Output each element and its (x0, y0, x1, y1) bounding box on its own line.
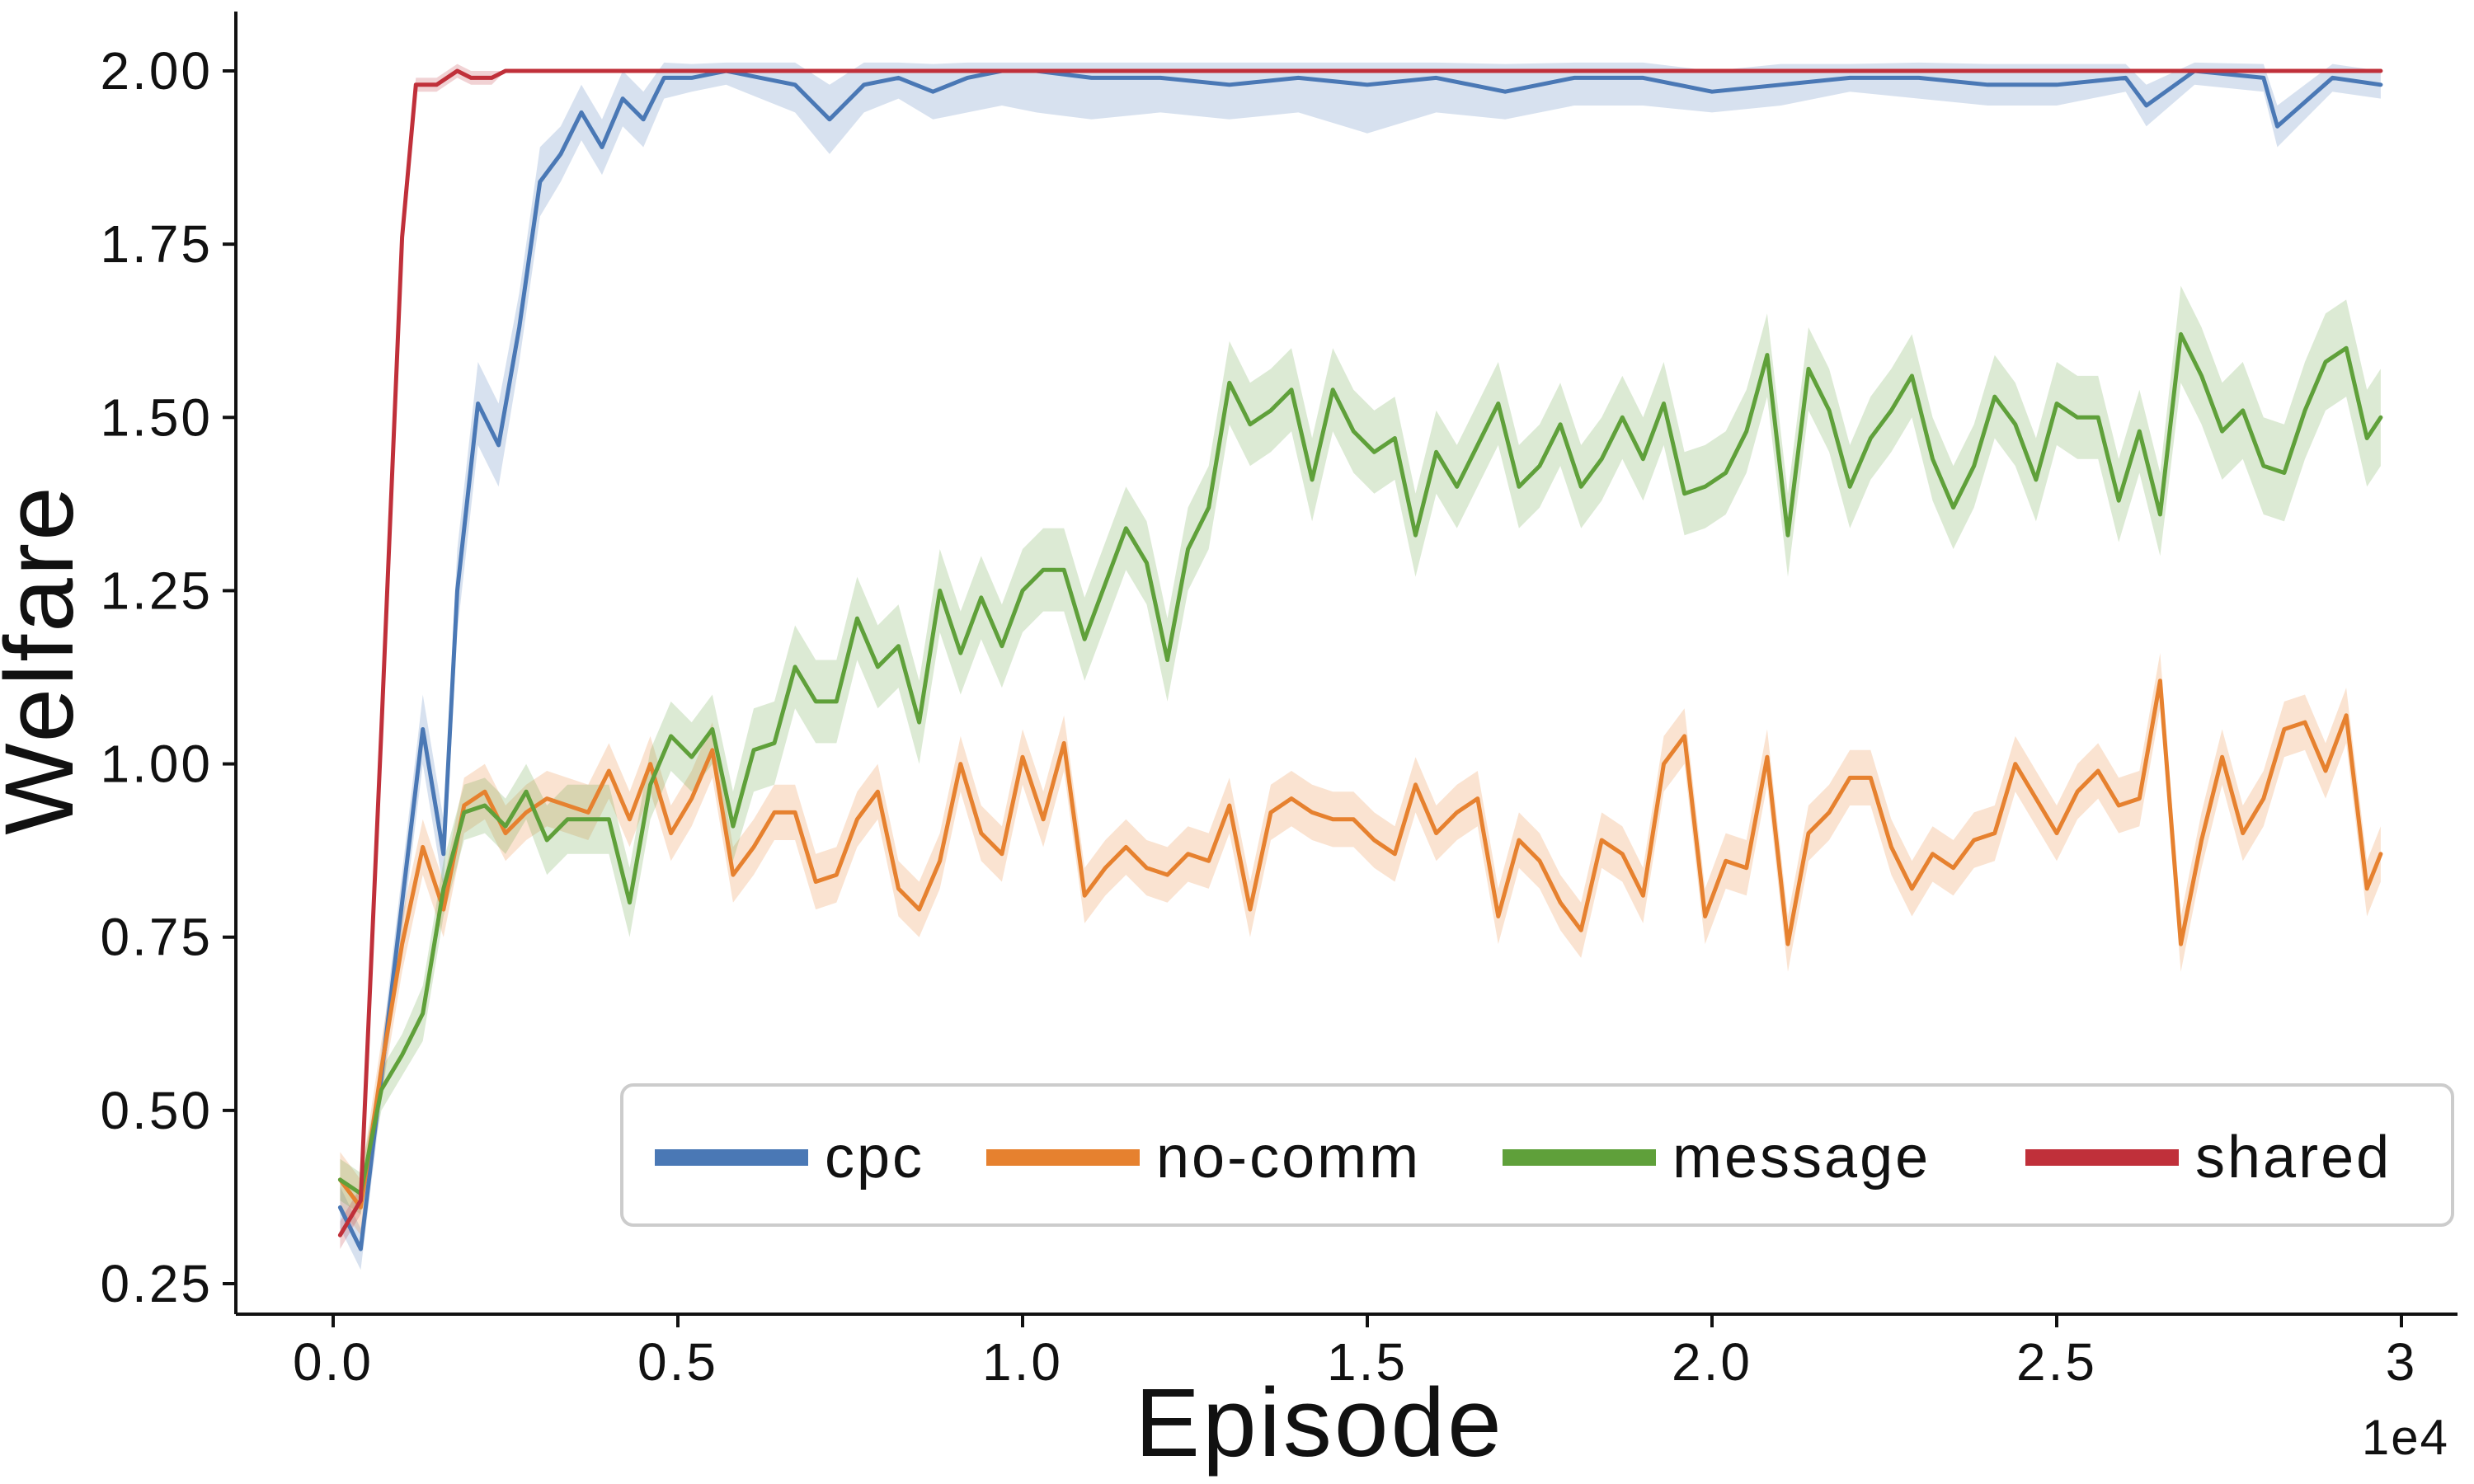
x-tick-label: 2.5 (2016, 1332, 2097, 1392)
legend-label-message: message (1672, 1125, 1931, 1190)
y-axis-ticks: 0.25 0.50 0.75 1.00 1.25 1.50 1.75 2.00 (100, 41, 236, 1313)
band-no-comm (340, 653, 2381, 1236)
x-tick-label: 1.5 (1327, 1332, 1408, 1392)
x-tick-label: 0.0 (293, 1332, 374, 1392)
legend: cpc no-comm message shared (620, 1083, 2454, 1227)
legend-label-shared: shared (2195, 1125, 2392, 1190)
y-tick-label: 0.50 (100, 1081, 213, 1140)
x-axis-ticks: 0.0 0.5 1.0 1.5 2.0 2.5 3 (293, 1314, 2418, 1392)
band-cpc (340, 62, 2381, 1270)
x-axis-title: Episode (1135, 1369, 1503, 1477)
series-lines (337, 68, 2383, 1252)
x-tick-label: 2.0 (1672, 1332, 1752, 1392)
line-no-comm (337, 679, 2383, 1209)
y-tick-label: 1.75 (100, 214, 213, 274)
y-tick-label: 0.25 (100, 1254, 213, 1313)
legend-label-no-comm: no-comm (1156, 1125, 1421, 1190)
y-tick-label: 1.25 (100, 561, 213, 620)
y-tick-label: 0.75 (100, 908, 213, 967)
line-shared (337, 68, 2383, 1237)
x-tick-label: 3 (2386, 1332, 2418, 1392)
legend-items: cpc no-comm message shared (655, 1125, 2392, 1190)
y-axis-title: Welfare (0, 484, 94, 834)
x-axis-offset-label: 1e4 (2362, 1410, 2449, 1465)
line-cpc (337, 68, 2383, 1252)
y-tick-label: 2.00 (100, 41, 213, 101)
x-tick-label: 1.0 (982, 1332, 1063, 1392)
y-tick-label: 1.00 (100, 735, 213, 794)
line-message (337, 331, 2383, 1196)
y-tick-label: 1.50 (100, 387, 213, 447)
x-tick-label: 0.5 (637, 1332, 718, 1392)
legend-label-cpc: cpc (825, 1125, 924, 1190)
